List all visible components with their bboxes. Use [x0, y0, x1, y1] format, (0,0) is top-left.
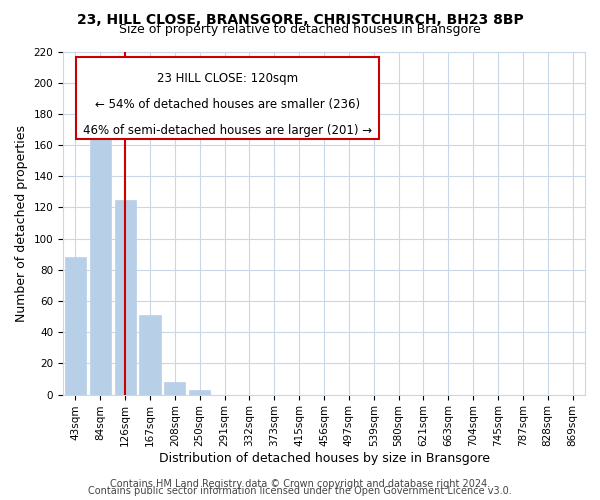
Y-axis label: Number of detached properties: Number of detached properties	[15, 124, 28, 322]
Bar	[164, 382, 185, 394]
Bar	[115, 200, 136, 394]
Text: Contains HM Land Registry data © Crown copyright and database right 2024.: Contains HM Land Registry data © Crown c…	[110, 479, 490, 489]
Bar	[65, 258, 86, 394]
Text: 23, HILL CLOSE, BRANSGORE, CHRISTCHURCH, BH23 8BP: 23, HILL CLOSE, BRANSGORE, CHRISTCHURCH,…	[77, 12, 523, 26]
Text: 23 HILL CLOSE: 120sqm: 23 HILL CLOSE: 120sqm	[157, 72, 298, 85]
Bar	[139, 315, 161, 394]
Text: Size of property relative to detached houses in Bransgore: Size of property relative to detached ho…	[119, 24, 481, 36]
X-axis label: Distribution of detached houses by size in Bransgore: Distribution of detached houses by size …	[158, 452, 490, 465]
Bar	[90, 132, 111, 394]
Bar	[189, 390, 210, 394]
FancyBboxPatch shape	[76, 56, 379, 139]
Text: 46% of semi-detached houses are larger (201) →: 46% of semi-detached houses are larger (…	[83, 124, 372, 136]
Text: ← 54% of detached houses are smaller (236): ← 54% of detached houses are smaller (23…	[95, 98, 360, 111]
Text: Contains public sector information licensed under the Open Government Licence v3: Contains public sector information licen…	[88, 486, 512, 496]
